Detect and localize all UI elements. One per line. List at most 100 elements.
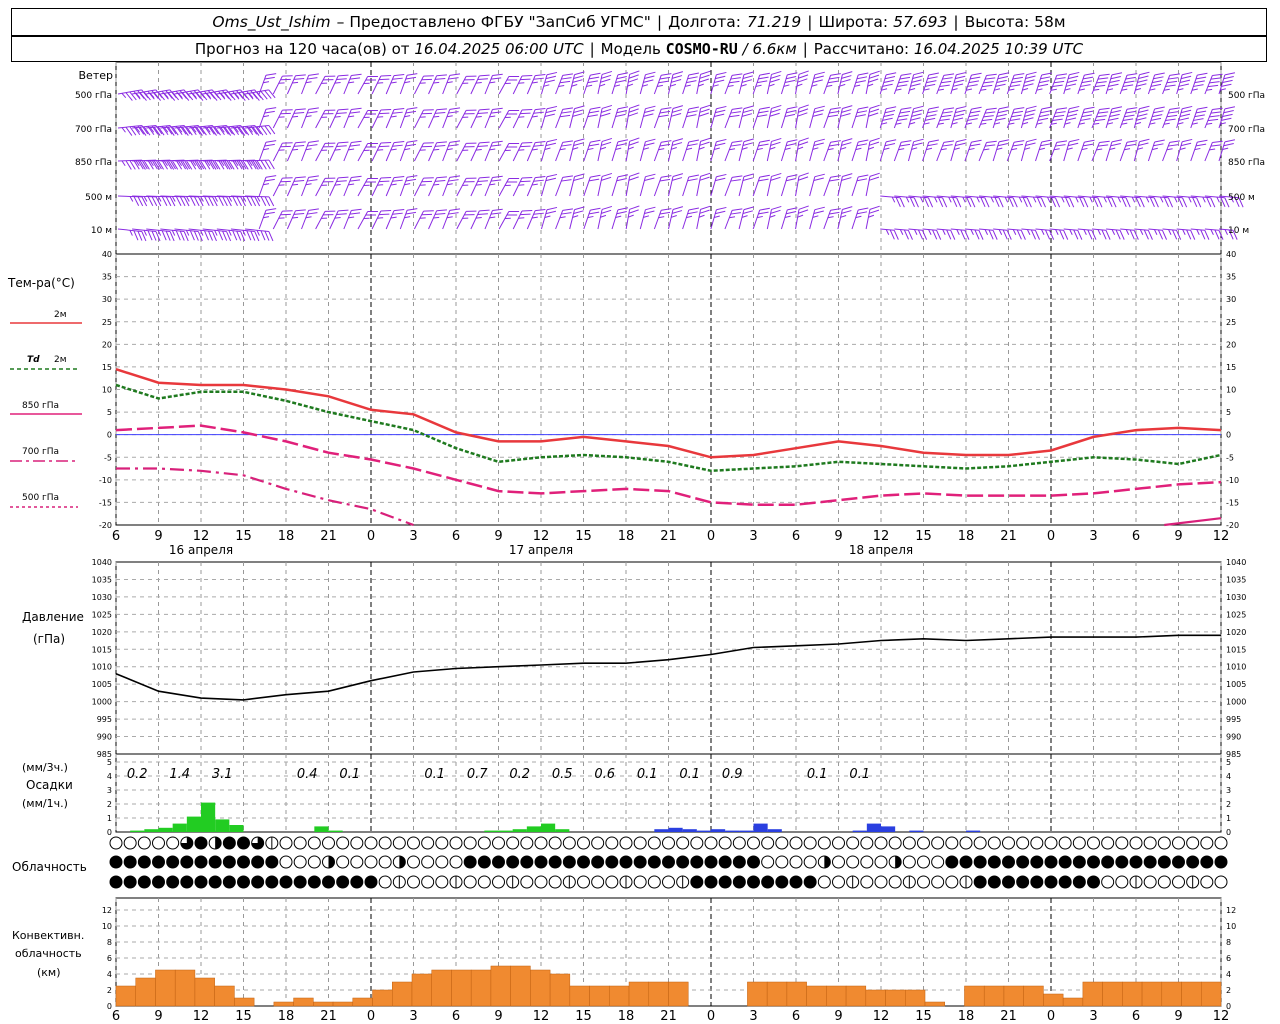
wind-barb-shaft (1120, 195, 1141, 199)
wind-barb-half (1075, 196, 1079, 203)
wind-barb (272, 177, 293, 197)
wind-barb-feather (533, 111, 544, 114)
wind-barb (992, 106, 1010, 129)
wind-barb-feather (672, 71, 684, 75)
wind-barb-feather (466, 109, 477, 111)
wind-barb-feather (672, 206, 684, 210)
wind-barb-half (263, 216, 270, 219)
wind-barb (442, 175, 461, 197)
wind-barb-half (558, 85, 565, 88)
wind-barb-feather (869, 70, 880, 75)
wind-barb-feather (1125, 143, 1136, 147)
wind-barb-feather (179, 196, 186, 207)
wind-barb-feather (1204, 230, 1210, 240)
wind-barb-feather (435, 144, 446, 147)
wind-barb-half (962, 196, 966, 203)
wind-barb (301, 73, 319, 95)
wind-barb-feather (250, 160, 257, 170)
wind-barb-feather (407, 208, 418, 211)
wind-barb-shaft (1049, 109, 1058, 129)
wind-barb-shaft (780, 74, 788, 95)
wind-barb-shaft (682, 209, 690, 230)
wind-barb-feather (1147, 230, 1153, 240)
wind-barb (1077, 72, 1095, 95)
conv-bar (510, 965, 531, 1007)
wind-barb-feather (1084, 106, 1095, 110)
wind-barb-feather (573, 142, 584, 146)
wind-barb-half (390, 216, 397, 219)
wind-barb-shaft (371, 210, 382, 230)
wind-barb-feather (970, 76, 981, 80)
wind-barb (583, 72, 601, 95)
precip-total-label: 0.6 (594, 767, 615, 782)
wind-barb (413, 109, 434, 129)
wind-barb-feather (699, 176, 710, 181)
wind-barb-shaft (865, 74, 871, 95)
wind-barb-shaft (329, 75, 339, 95)
snow-bar (881, 826, 896, 832)
wind-barb (272, 109, 293, 129)
wind-barb-half (1053, 148, 1060, 151)
wind-barb-feather (464, 214, 475, 216)
wind-barb-feather (407, 73, 418, 76)
wind-barb-half (572, 215, 579, 218)
wind-barb-feather (588, 211, 600, 215)
wind-barb-feather (1069, 105, 1080, 110)
wind-barb-half (1050, 122, 1057, 125)
wind-barb-half (729, 216, 736, 219)
wind-barb-feather (196, 126, 203, 136)
cloud-symbol (392, 836, 406, 850)
wind-barb-shaft (907, 141, 915, 162)
wind-barb-shaft (597, 176, 603, 197)
cloud-symbol (378, 875, 392, 889)
wind-barb-feather (587, 80, 598, 84)
wind-barb-feather (1066, 113, 1078, 117)
wind-barb-half (234, 160, 239, 167)
wind-barb-shaft (1204, 75, 1213, 95)
wind-barb-feather (324, 109, 336, 111)
wind-barb-feather (323, 181, 334, 183)
wind-barb (484, 107, 503, 129)
wind-barb (272, 75, 293, 95)
wind-barb (625, 104, 640, 129)
wind-barb-feather (380, 74, 392, 77)
wind-barb-shaft (1020, 141, 1028, 162)
wind-barb-feather (659, 110, 671, 114)
wind-barb-feather (1111, 139, 1123, 143)
cloud-symbol (407, 875, 420, 889)
cloud-symbol-half (824, 856, 831, 868)
wind-barb-feather (423, 142, 434, 144)
wind-barb-half (684, 84, 691, 87)
pressure-tick-right: 1035 (1226, 575, 1246, 584)
wind-barb-shaft (795, 108, 800, 129)
cloud-symbol (789, 875, 803, 889)
wind-barb-feather (448, 179, 459, 182)
forecast-prefix: Прогноз на 120 часа(ов) от (194, 40, 410, 58)
cloud-symbol (761, 836, 775, 850)
wind-barb-feather (1153, 143, 1164, 147)
conv-bar (155, 969, 176, 1007)
wind-barb-feather (280, 213, 291, 216)
wind-barb (470, 108, 490, 129)
cloud-symbol (1087, 836, 1100, 850)
temp-tick-left: 35 (102, 273, 112, 282)
pressure-tick-left: 995 (97, 715, 112, 724)
snow-bar (767, 829, 782, 832)
hour-tick-label: 3 (1089, 529, 1097, 544)
wind-barb-shaft (216, 89, 241, 95)
wind-barb-shaft (879, 141, 887, 162)
wind-barb (1190, 228, 1210, 240)
wind-barb-feather (842, 206, 853, 210)
wind-barb-feather (392, 111, 403, 114)
wind-barb-feather (858, 207, 869, 211)
wind-barb-feather (829, 211, 840, 215)
wind-barb-feather (926, 114, 937, 118)
wind-barb-feather (492, 140, 503, 143)
wind-barb-half (433, 183, 440, 186)
temp-series-3 (116, 467, 414, 527)
wind-barb-feather (978, 230, 984, 240)
wind-barb-feather (226, 231, 232, 242)
wind-barb-feather (232, 230, 238, 241)
wind-barb-feather (798, 176, 809, 181)
wind-barb-half (891, 196, 896, 203)
